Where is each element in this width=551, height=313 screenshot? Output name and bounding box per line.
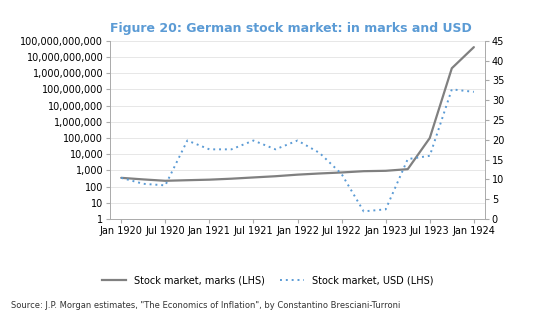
Legend: Stock market, marks (LHS), Stock market, USD (LHS): Stock market, marks (LHS), Stock market,…	[98, 271, 437, 289]
Text: Figure 20: German stock market: in marks and USD: Figure 20: German stock market: in marks…	[110, 22, 472, 35]
Text: Source: J.P. Morgan estimates, "The Economics of Inflation", by Constantino Bres: Source: J.P. Morgan estimates, "The Econ…	[11, 301, 401, 310]
